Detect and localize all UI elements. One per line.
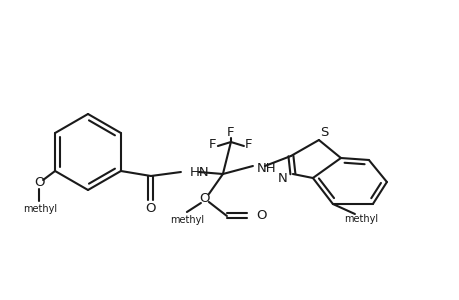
Text: methyl: methyl: [23, 204, 57, 214]
Text: methyl: methyl: [343, 214, 377, 224]
Text: F: F: [227, 127, 234, 140]
Text: HN: HN: [190, 166, 209, 178]
Text: O: O: [146, 202, 156, 215]
Text: methyl: methyl: [169, 215, 203, 225]
Text: NH: NH: [256, 163, 276, 176]
Text: S: S: [319, 125, 327, 139]
Text: F: F: [209, 137, 216, 151]
Text: O: O: [34, 176, 44, 190]
Text: O: O: [199, 191, 210, 205]
Text: F: F: [245, 137, 252, 151]
Text: N: N: [277, 172, 287, 184]
Text: O: O: [255, 209, 266, 223]
